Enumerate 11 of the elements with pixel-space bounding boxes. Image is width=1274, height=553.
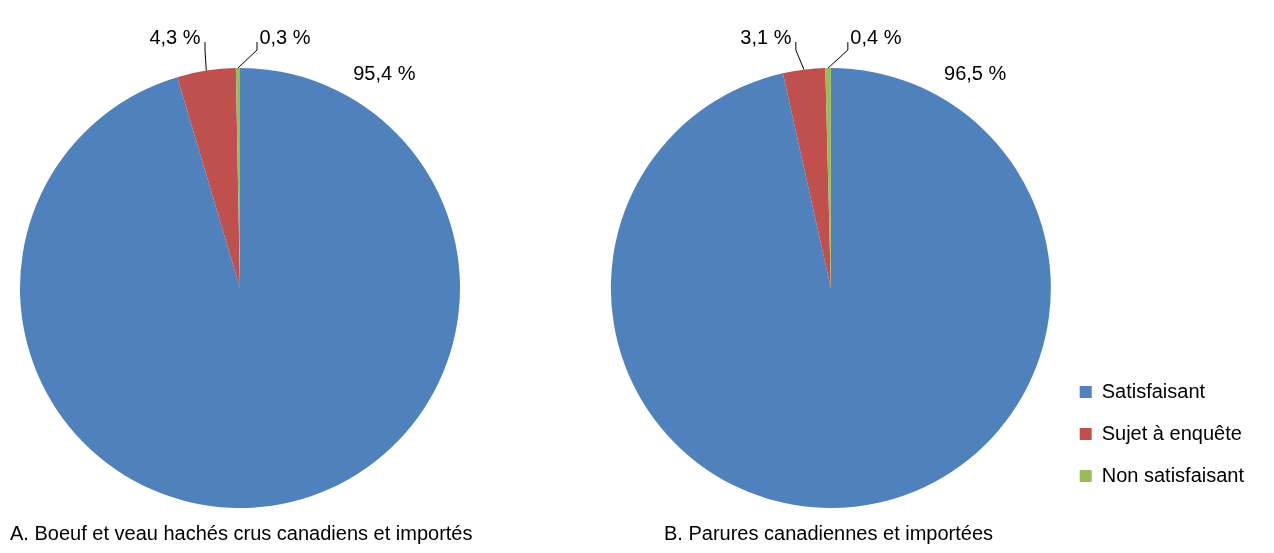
data-label: 95,4 % [353,61,416,84]
data-label: 0,3 % [259,25,311,48]
data-label: 0,4 % [850,25,902,48]
legend-label: Sujet à enquête [1101,421,1242,444]
text: B. Parures canadiennes et importées [664,522,994,545]
legend-label: Satisfaisant [1101,379,1206,402]
text: A. Boeuf et veau hachés crus canadiens et importés [10,522,473,545]
legend-label: Non satisfaisant [1101,463,1245,486]
data-label: 3,1 % [740,25,792,48]
data-label: 4,3 % [149,25,201,48]
data-label: 96,5 % [944,61,1007,84]
